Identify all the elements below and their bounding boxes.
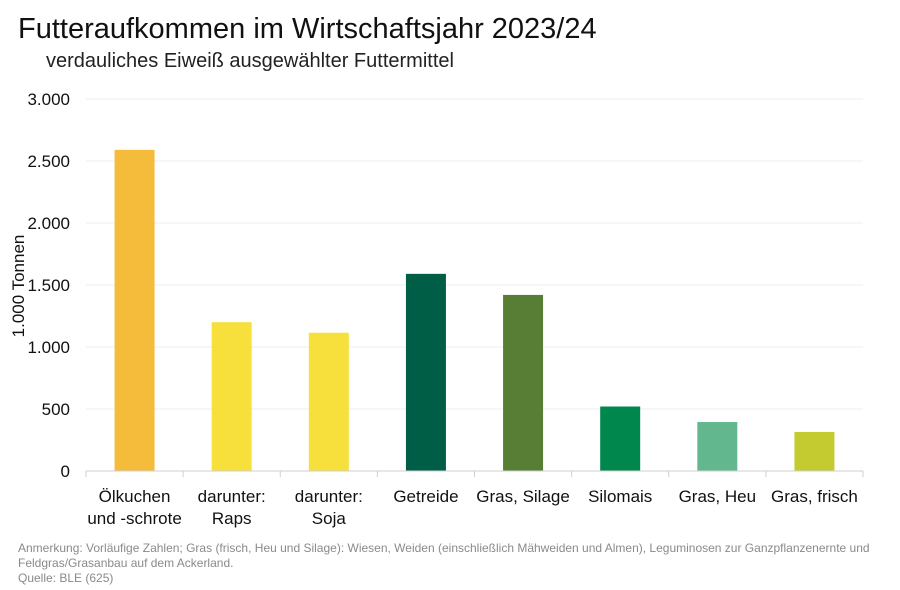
y-tick-label: 500 bbox=[42, 400, 70, 419]
y-tick-label: 1.500 bbox=[27, 276, 70, 295]
y-axis-label: 1.000 Tonnen bbox=[9, 235, 28, 338]
x-tick-label: Ölkuchen bbox=[99, 487, 171, 506]
bar bbox=[308, 332, 349, 471]
axes: 0 500 1.000 1.500 2.000 2.500 3.000 Ölkuchen und… bbox=[27, 90, 864, 528]
x-tick-label: darunter: bbox=[198, 487, 266, 506]
x-tick-label: Gras, Heu bbox=[679, 487, 756, 506]
chart-title: Futteraufkommen im Wirtschaftsjahr 2023/… bbox=[18, 13, 597, 45]
bar bbox=[697, 422, 738, 471]
y-tick-label: 0 bbox=[61, 462, 70, 481]
x-tick-label: Soja bbox=[312, 509, 347, 528]
x-tick-label: Getreide bbox=[393, 487, 458, 506]
footnote-line-2: Feldgras/Grasanbau auf dem Ackerland. bbox=[18, 556, 234, 570]
bar bbox=[503, 294, 544, 471]
bar bbox=[114, 149, 155, 471]
y-tick-label: 1.000 bbox=[27, 338, 70, 357]
bar bbox=[405, 273, 446, 471]
y-tick-label: 3.000 bbox=[27, 90, 70, 109]
y-tick-label: 2.000 bbox=[27, 214, 70, 233]
footnote-line-1: Anmerkung: Vorläufige Zahlen; Gras (fris… bbox=[18, 541, 870, 555]
x-tick-label: und -schrote bbox=[87, 509, 182, 528]
bar bbox=[211, 322, 252, 471]
source-note: Quelle: BLE (625) bbox=[18, 571, 114, 585]
bars bbox=[114, 149, 835, 471]
x-tick-label: Raps bbox=[212, 509, 252, 528]
chart-subtitle: verdauliches Eiweiß ausgewählter Futterm… bbox=[46, 50, 454, 72]
bar bbox=[600, 406, 641, 471]
bar bbox=[794, 431, 835, 471]
gridlines bbox=[86, 98, 863, 410]
x-tick-label: Silomais bbox=[588, 487, 652, 506]
chart-footnote: Anmerkung: Vorläufige Zahlen; Gras (fris… bbox=[18, 541, 878, 586]
x-tick-label: Gras, Silage bbox=[476, 487, 570, 506]
y-tick-label: 2.500 bbox=[27, 152, 70, 171]
x-tick-label: Gras, frisch bbox=[771, 487, 858, 506]
x-tick-label: darunter: bbox=[295, 487, 363, 506]
